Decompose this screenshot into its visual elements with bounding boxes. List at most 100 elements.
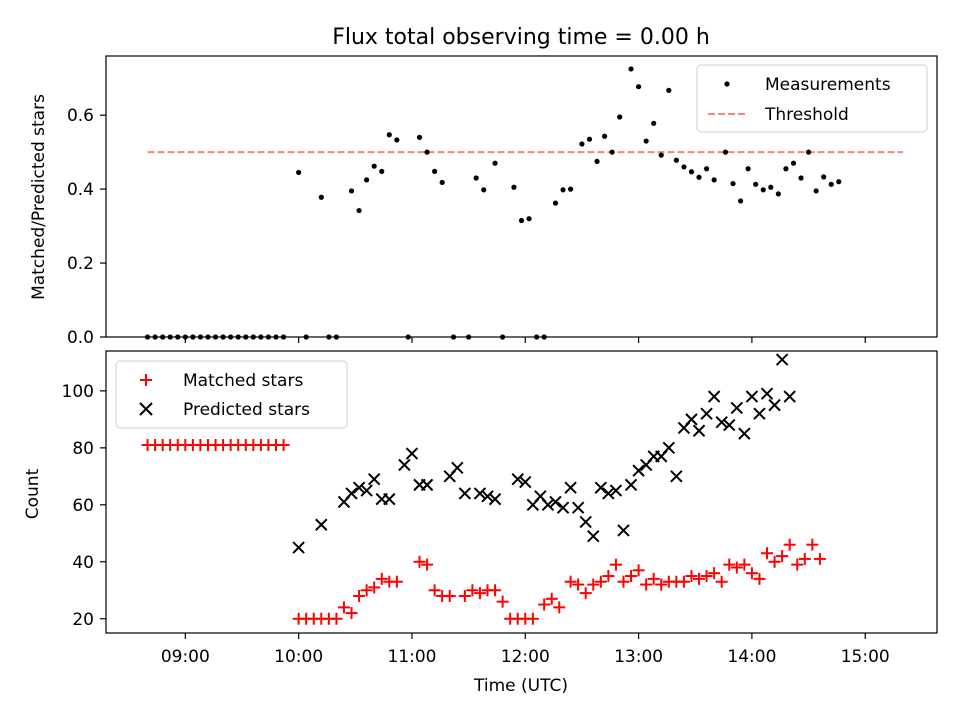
predicted-stars-points bbox=[292, 353, 796, 554]
measurement-point bbox=[666, 87, 672, 93]
matched-star-point bbox=[745, 567, 758, 580]
matched-star-point bbox=[617, 575, 630, 588]
legend-threshold-label: Threshold bbox=[764, 105, 849, 125]
x-axis-label: Time (UTC) bbox=[473, 676, 568, 696]
matched-star-point bbox=[489, 584, 502, 597]
measurement-point bbox=[228, 334, 234, 340]
matched-star-point bbox=[538, 598, 551, 611]
predicted-star-point bbox=[738, 427, 751, 440]
measurement-point bbox=[273, 334, 279, 340]
bottom-x-ticks: 09:00 10:00 11:00 12:00 13:00 14:00 15:00 bbox=[161, 633, 890, 667]
matched-star-point bbox=[768, 555, 781, 568]
predicted-star-point bbox=[481, 490, 494, 503]
measurement-point bbox=[760, 187, 766, 193]
predicted-star-point bbox=[383, 492, 396, 506]
matched-star-point bbox=[587, 578, 600, 591]
matched-star-point bbox=[685, 570, 698, 583]
matched-star-point bbox=[783, 538, 796, 551]
measurement-point bbox=[526, 216, 532, 222]
matched-star-point bbox=[738, 558, 751, 571]
measurement-point bbox=[518, 217, 525, 224]
predicted-star-point bbox=[662, 441, 676, 455]
measurement-point bbox=[405, 334, 411, 340]
predicted-star-point bbox=[594, 481, 608, 494]
matched-star-point bbox=[368, 581, 381, 594]
top-legend-box bbox=[696, 64, 928, 133]
matched-star-point bbox=[428, 584, 441, 597]
measurement-point bbox=[711, 177, 717, 183]
measurement-point bbox=[836, 179, 842, 185]
measurement-point bbox=[635, 84, 642, 90]
bottom-y-tick-label: 20 bbox=[72, 610, 94, 630]
matched-star-point bbox=[655, 578, 668, 591]
measurement-point bbox=[534, 334, 540, 340]
predicted-star-point bbox=[511, 472, 524, 486]
measurement-point bbox=[828, 181, 834, 187]
measurement-point bbox=[439, 179, 445, 186]
predicted-star-point bbox=[398, 458, 411, 472]
measurement-point bbox=[258, 334, 264, 340]
predicted-star-point bbox=[632, 464, 645, 477]
top-panel: 0.0 0.2 0.4 0.6 Matched/Predicted stars Mea… bbox=[29, 55, 938, 348]
measurement-point bbox=[821, 174, 827, 180]
measurement-point bbox=[416, 134, 423, 140]
legend-matched-marker bbox=[140, 374, 152, 386]
measurement-point bbox=[364, 177, 370, 183]
matched-star-point bbox=[553, 601, 566, 614]
matched-star-point bbox=[640, 578, 653, 591]
predicted-star-point bbox=[571, 501, 585, 514]
predicted-star-point bbox=[345, 487, 358, 500]
measurement-point bbox=[371, 163, 377, 169]
measurement-point bbox=[617, 114, 623, 120]
matched-star-point bbox=[715, 575, 728, 588]
matched-star-point bbox=[353, 589, 366, 602]
matched-star-point bbox=[413, 555, 426, 568]
measurement-point bbox=[568, 186, 574, 192]
bottom-y-tick-label: 40 bbox=[72, 553, 94, 573]
measurement-point bbox=[560, 187, 566, 193]
predicted-star-point bbox=[451, 461, 464, 474]
measurement-point bbox=[768, 184, 774, 190]
measurement-point bbox=[643, 138, 649, 144]
measurement-point bbox=[333, 334, 340, 340]
matched-star-point bbox=[345, 607, 358, 620]
measurement-point bbox=[552, 200, 559, 206]
measurement-point bbox=[386, 132, 392, 138]
bottom-y-tick-label: 100 bbox=[62, 382, 94, 402]
matched-star-point bbox=[813, 552, 826, 565]
measurement-point bbox=[356, 207, 362, 214]
predicted-star-point bbox=[692, 424, 706, 437]
measurement-point bbox=[212, 334, 219, 340]
predicted-star-point bbox=[730, 401, 744, 415]
measurement-point bbox=[205, 334, 211, 340]
measurement-point bbox=[250, 334, 256, 340]
measurement-point bbox=[466, 334, 472, 340]
top-y-tick-label: 0.2 bbox=[67, 254, 94, 274]
predicted-star-point bbox=[367, 472, 381, 486]
predicted-star-point bbox=[587, 529, 600, 543]
measurement-point bbox=[394, 137, 400, 143]
measurement-point bbox=[628, 66, 634, 72]
bottom-x-tick-label: 14:00 bbox=[727, 647, 776, 667]
predicted-star-point bbox=[352, 481, 366, 494]
measurement-point bbox=[586, 136, 593, 142]
bottom-y-tick-label: 80 bbox=[72, 439, 94, 459]
measurement-point bbox=[511, 184, 517, 190]
measurement-point bbox=[220, 334, 226, 340]
bottom-y-tick-label: 60 bbox=[72, 496, 94, 516]
bottom-legend-box bbox=[115, 360, 348, 429]
measurement-point bbox=[737, 198, 744, 204]
predicted-star-point bbox=[775, 353, 789, 366]
predicted-star-point bbox=[541, 498, 555, 512]
matched-star-point bbox=[594, 575, 607, 588]
measurement-point bbox=[541, 334, 547, 340]
measurement-point bbox=[280, 334, 287, 340]
matched-star-point bbox=[761, 547, 774, 560]
measurement-point bbox=[190, 334, 196, 340]
measurement-point bbox=[175, 334, 181, 340]
measurement-point bbox=[265, 334, 272, 340]
predicted-star-point bbox=[760, 387, 774, 400]
bottom-x-tick-label: 11:00 bbox=[387, 647, 436, 667]
predicted-star-point bbox=[624, 478, 638, 492]
